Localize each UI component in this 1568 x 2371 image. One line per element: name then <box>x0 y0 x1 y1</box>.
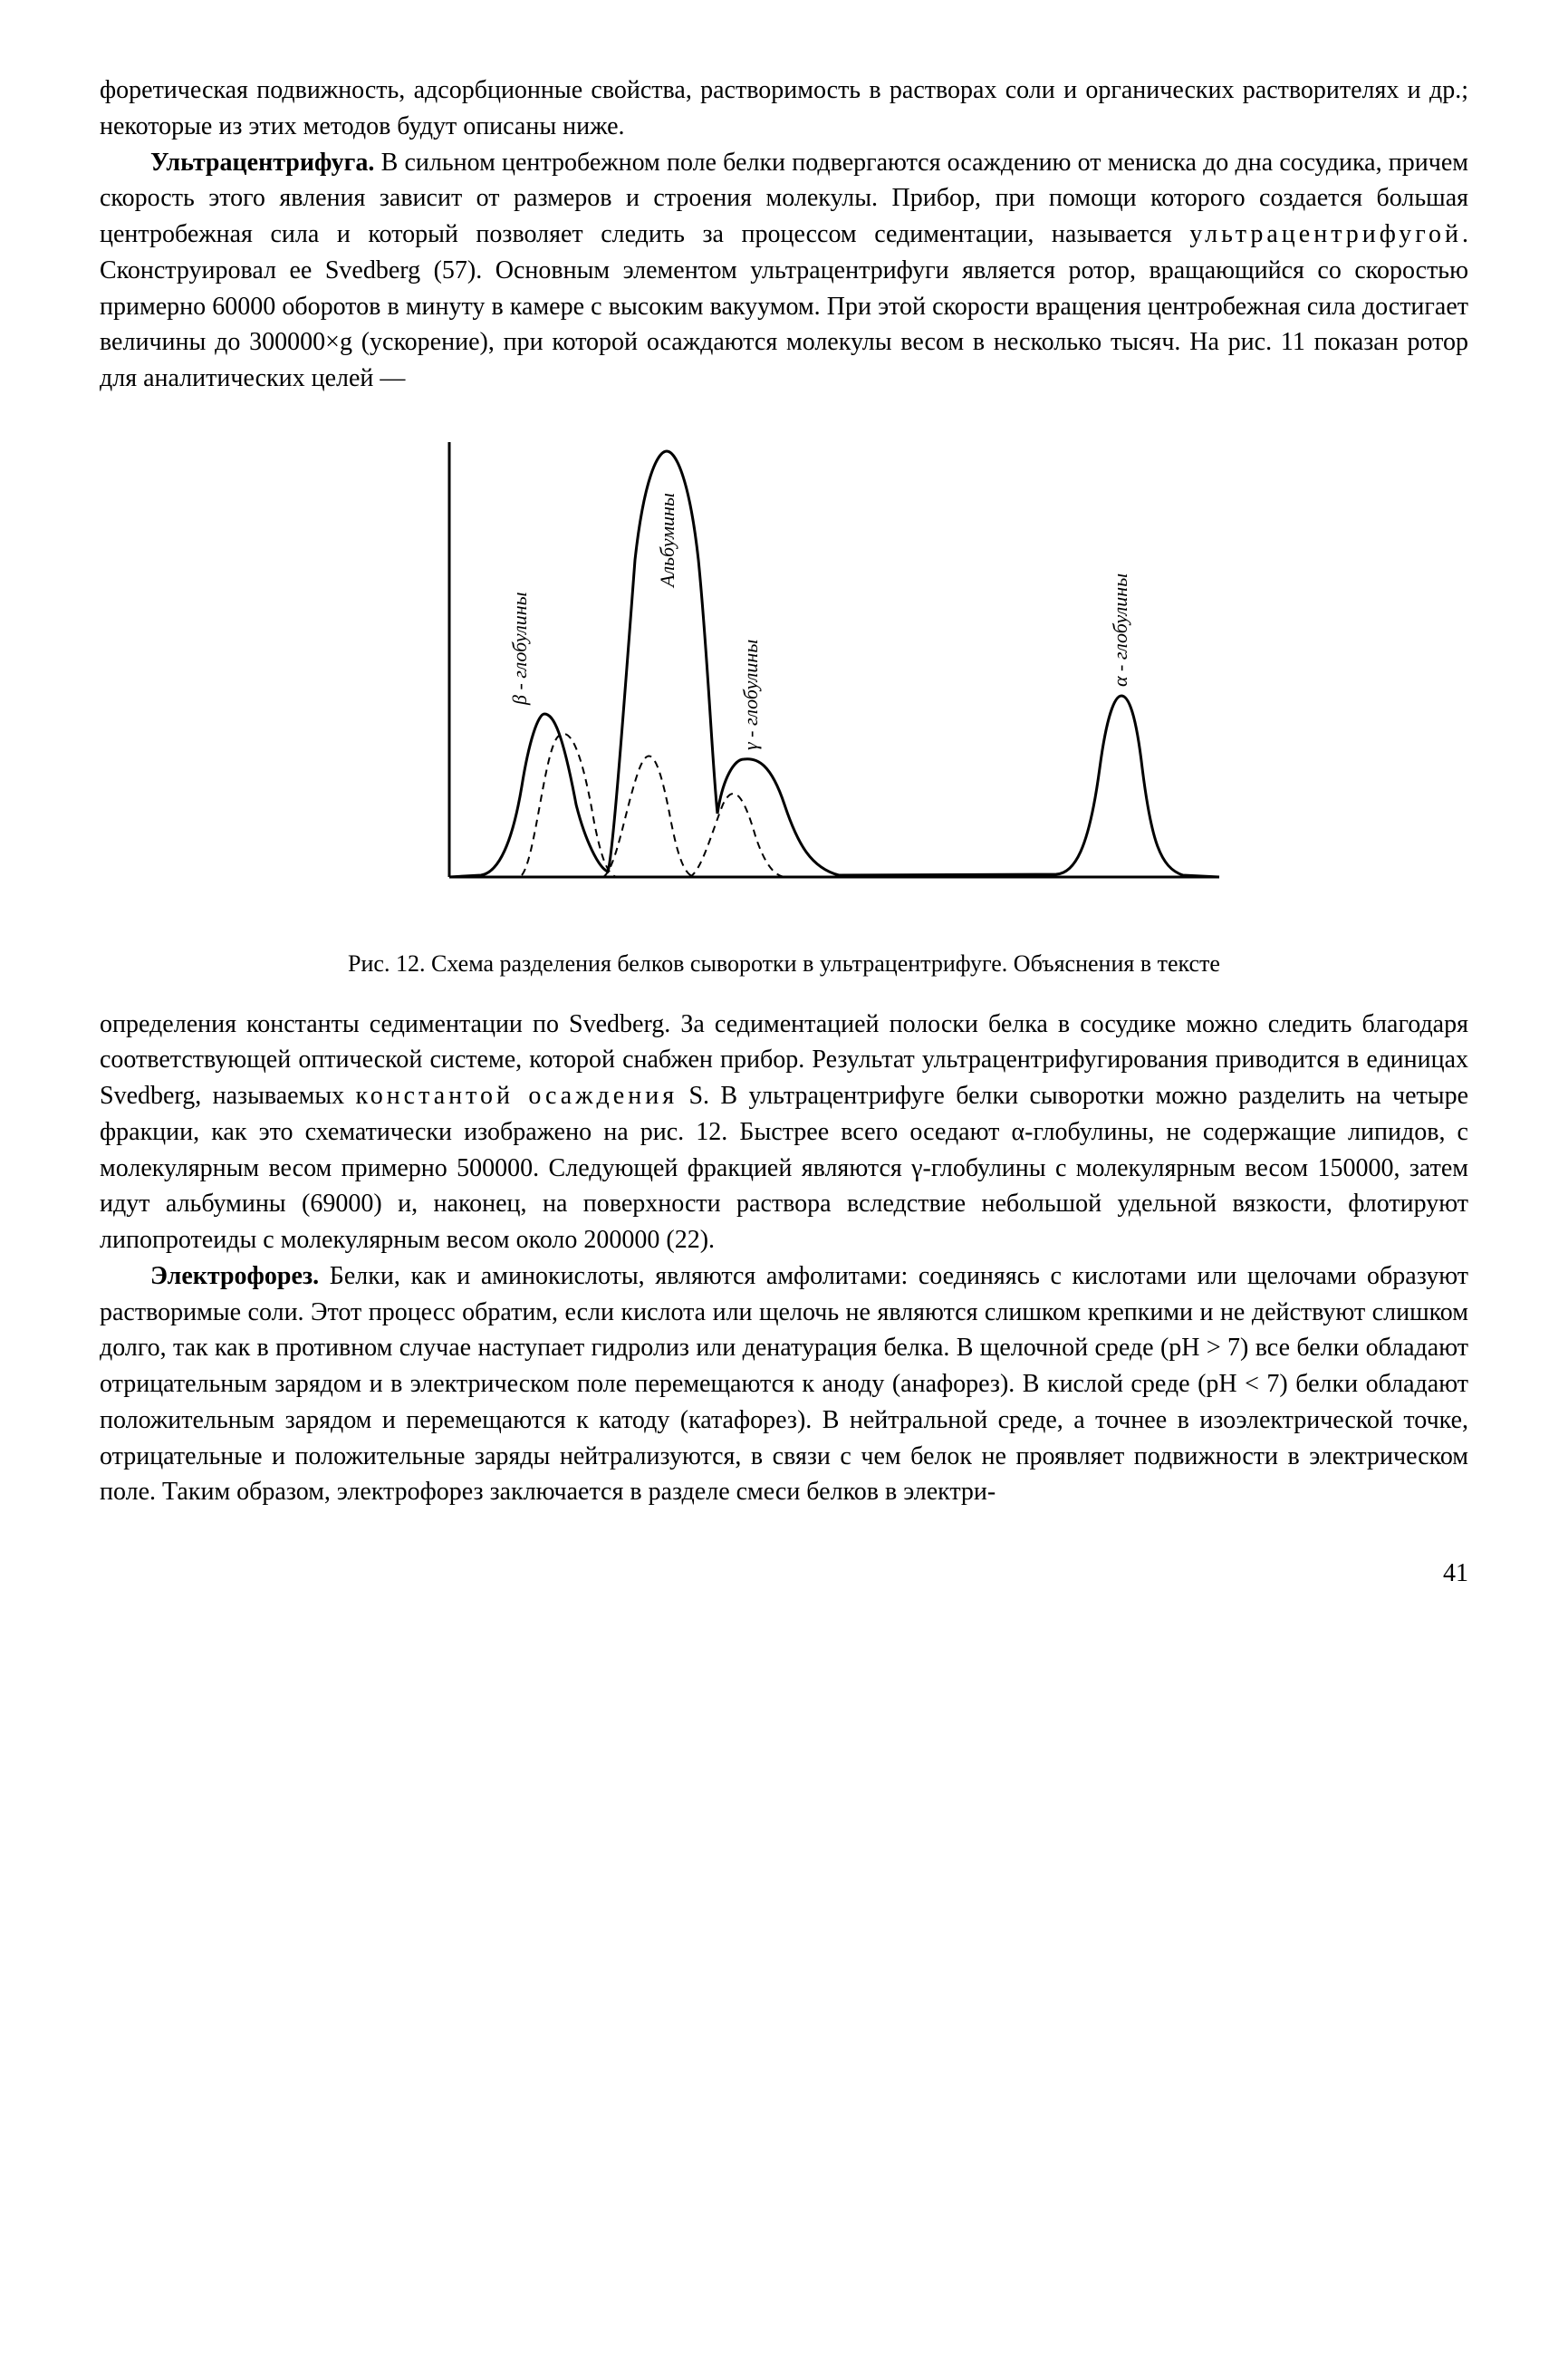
paragraph-4: Электрофорез. Белки, как и аминокислоты,… <box>100 1258 1468 1510</box>
spaced-constant: константой осаждения <box>356 1082 678 1110</box>
label-alpha: α - глобулины <box>1109 573 1131 687</box>
spaced-ultracentrifuge: ультрацентрифугой <box>1189 220 1462 248</box>
label-beta: β - глобулины <box>508 592 531 706</box>
paragraph-1: форетическая подвижность, адсорбционные … <box>100 72 1468 145</box>
chromatogram-chart: β - глобулины Альбумины γ - глобулины α … <box>332 424 1237 931</box>
page-number: 41 <box>100 1556 1468 1592</box>
heading-ultracentrifuge: Ультрацентрифуга. <box>150 149 374 177</box>
label-albumins: Альбумины <box>656 493 678 589</box>
paragraph-2: Ультрацентрифуга. В сильном центробежном… <box>100 145 1468 397</box>
text-p1: форетическая подвижность, адсорбционные … <box>100 76 1468 140</box>
dashed-curve-2 <box>603 756 694 877</box>
figure-caption: Рис. 12. Схема разделения белков сыворот… <box>100 948 1468 981</box>
label-gamma: γ - глобулины <box>739 639 762 749</box>
solid-curve <box>449 451 1219 877</box>
figure-12: β - глобулины Альбумины γ - глобулины α … <box>100 424 1468 981</box>
paragraph-3: определения константы седиментации по Sv… <box>100 1007 1468 1258</box>
heading-electrophoresis: Электрофорез. <box>150 1262 319 1290</box>
dashed-curve-3 <box>689 794 784 877</box>
text-p4: Белки, как и аминокислоты, являются амфо… <box>100 1262 1468 1507</box>
dashed-curve-1 <box>522 734 617 877</box>
